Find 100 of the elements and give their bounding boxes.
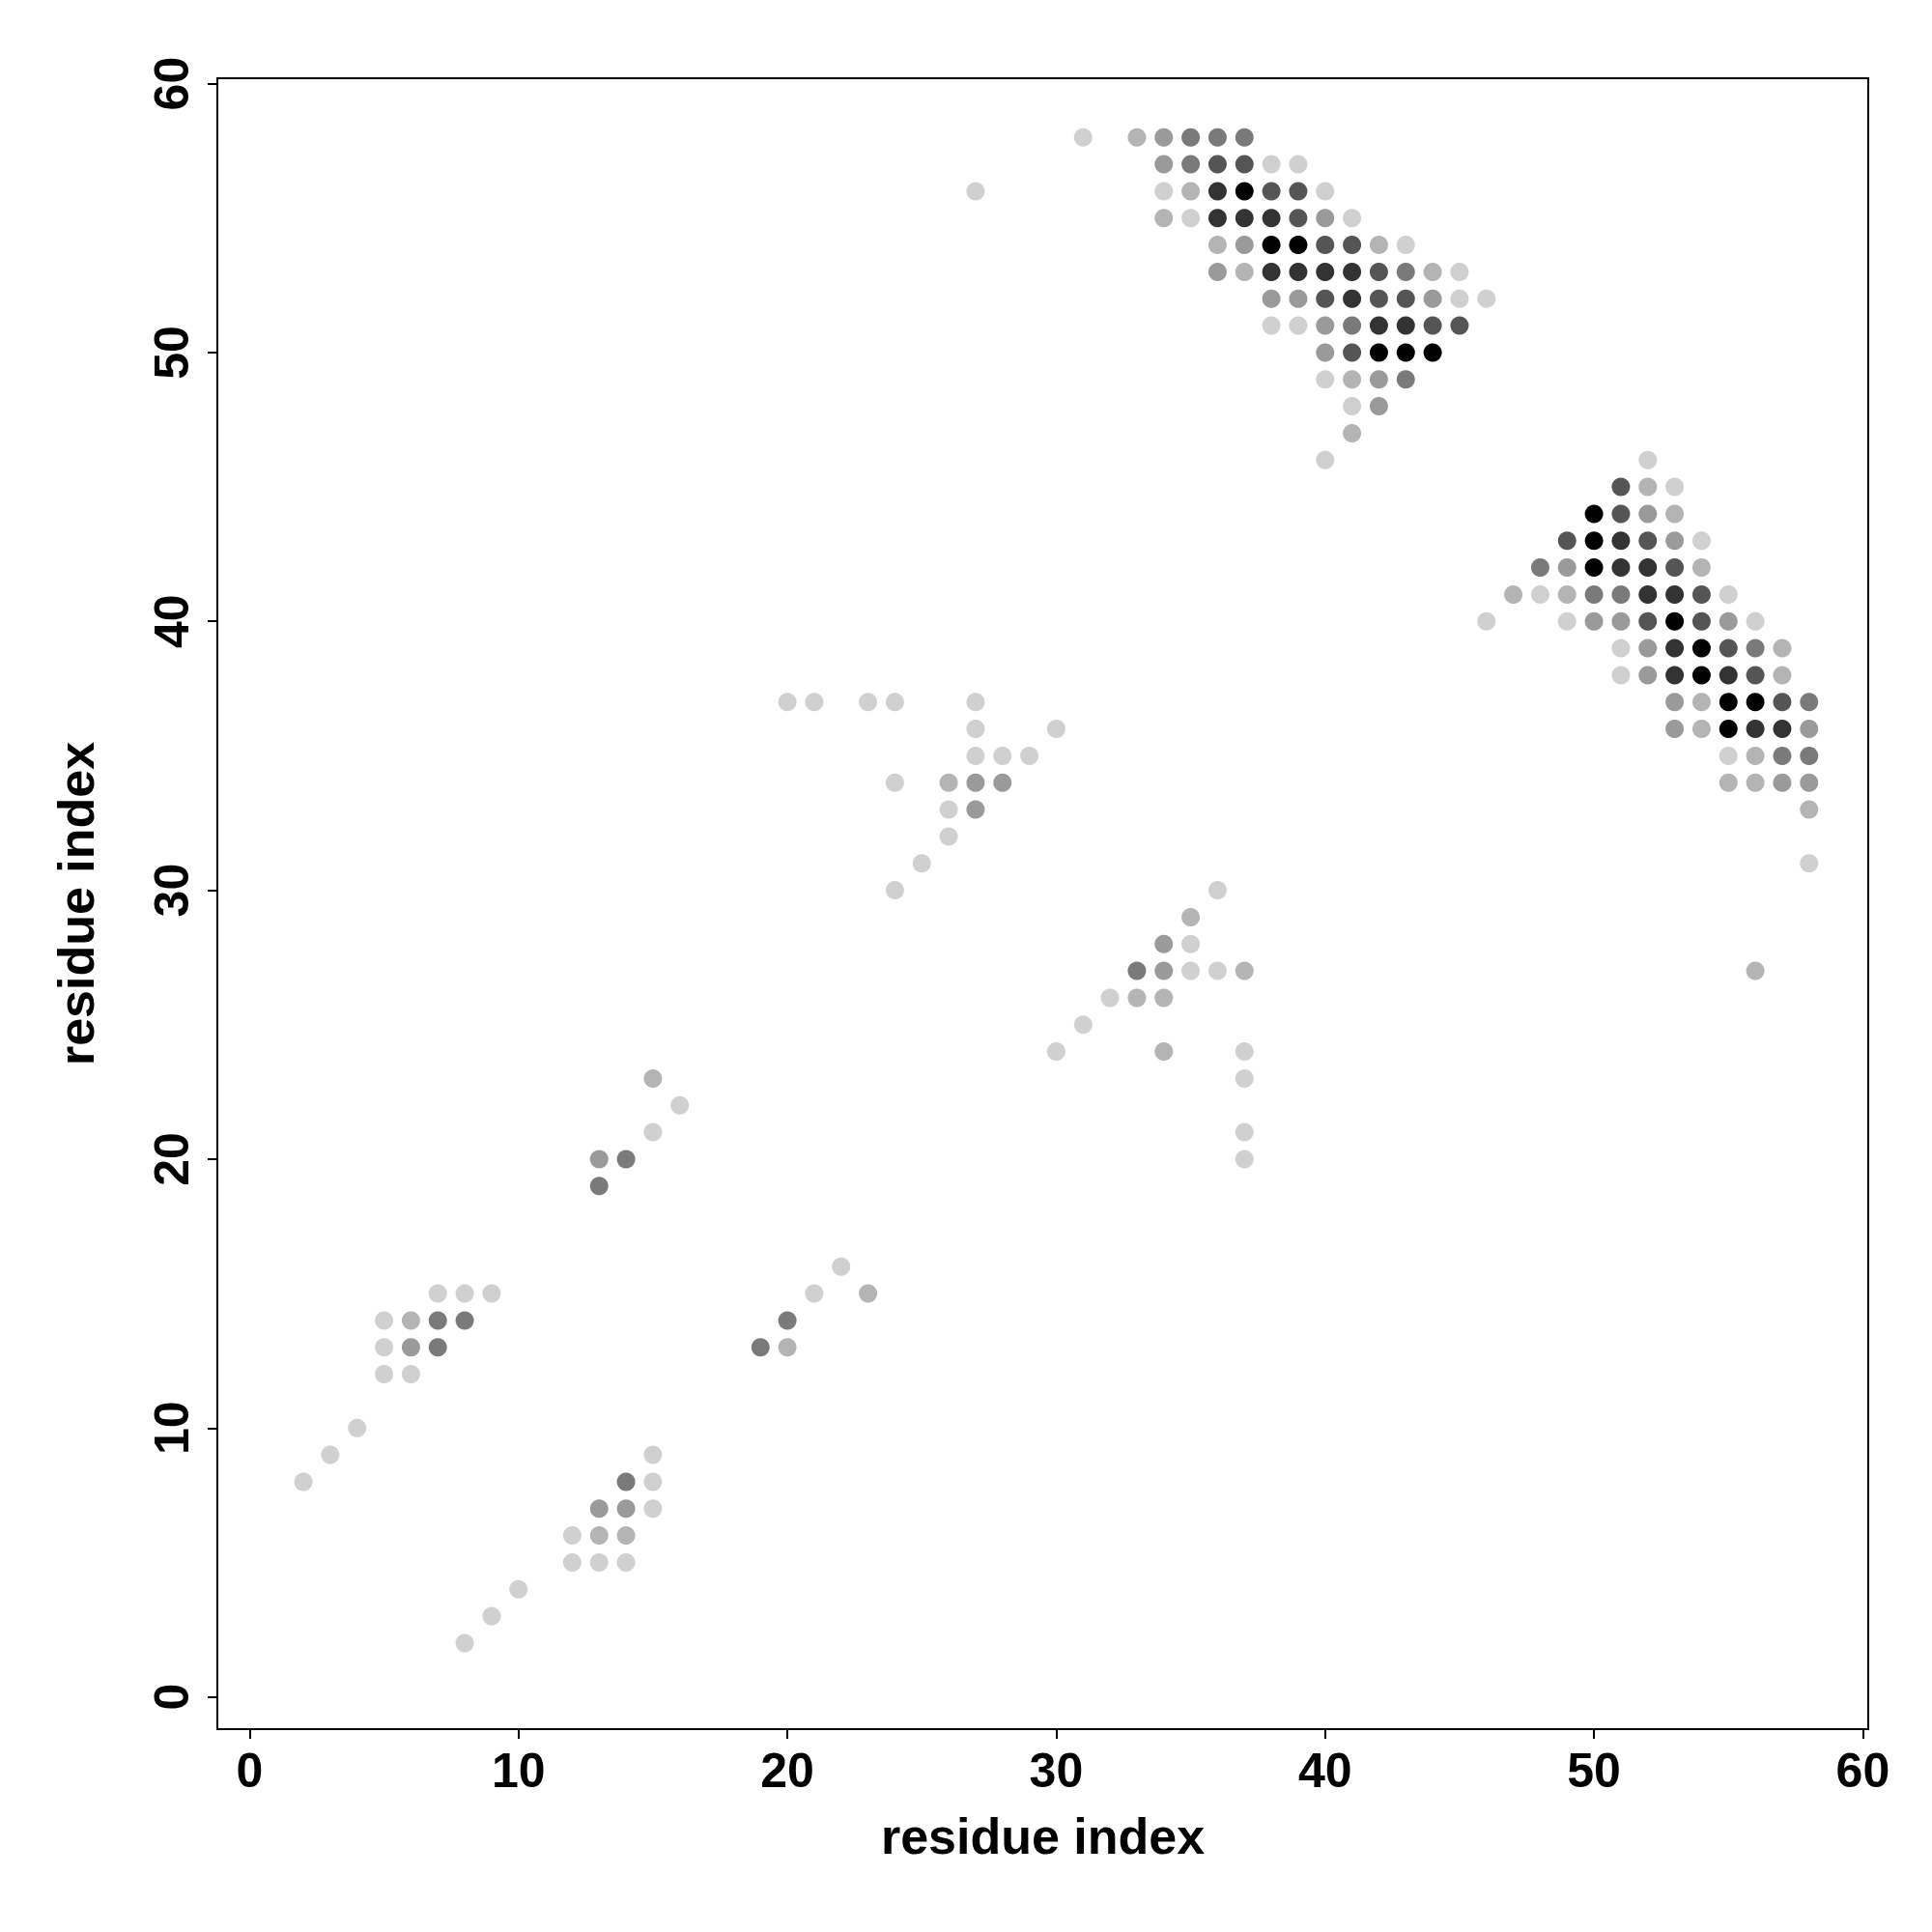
point <box>1691 639 1711 658</box>
point <box>1396 316 1415 335</box>
point <box>1638 666 1658 685</box>
point <box>1396 343 1415 362</box>
point <box>1800 800 1819 819</box>
y-tick-label: 0 <box>145 1683 199 1711</box>
point <box>1665 584 1685 604</box>
point <box>1450 316 1469 335</box>
x-tick-label: 10 <box>491 1744 546 1798</box>
point <box>1343 423 1362 442</box>
point <box>1800 693 1819 712</box>
point <box>1665 720 1685 739</box>
point <box>1127 961 1147 980</box>
point <box>1719 693 1738 712</box>
point <box>1719 639 1738 658</box>
point <box>1773 773 1792 792</box>
y-tick-label: 20 <box>145 1132 199 1186</box>
point <box>859 1284 878 1303</box>
point <box>1208 236 1227 255</box>
point <box>1665 558 1685 578</box>
y-tick-label: 40 <box>145 594 199 649</box>
point <box>1719 611 1738 631</box>
point <box>1611 531 1631 551</box>
point <box>1289 209 1308 228</box>
point <box>1154 128 1174 147</box>
point <box>1181 182 1201 201</box>
point <box>1665 639 1685 658</box>
x-tick-label: 60 <box>1835 1744 1890 1798</box>
point <box>1369 370 1388 389</box>
point <box>1181 155 1201 174</box>
point <box>401 1311 420 1330</box>
point <box>1154 1042 1174 1062</box>
point <box>1343 370 1362 389</box>
point <box>1504 584 1523 604</box>
x-tick-label: 50 <box>1567 1744 1621 1798</box>
point <box>1289 182 1308 201</box>
point <box>1423 262 1442 281</box>
point <box>589 1150 609 1169</box>
point <box>778 1338 797 1357</box>
point <box>1396 262 1415 281</box>
point <box>751 1338 770 1357</box>
point <box>401 1338 420 1357</box>
point <box>1369 397 1388 416</box>
point <box>1262 262 1281 281</box>
point <box>1773 666 1792 685</box>
point <box>1316 262 1335 281</box>
point <box>428 1311 447 1330</box>
point <box>1396 289 1415 308</box>
point <box>616 1499 636 1519</box>
point <box>1154 988 1174 1008</box>
point <box>1235 128 1254 147</box>
point <box>1800 746 1819 765</box>
point <box>1343 316 1362 335</box>
point <box>1154 155 1174 174</box>
point <box>1369 289 1388 308</box>
point <box>1289 236 1308 255</box>
point <box>1691 666 1711 685</box>
point <box>1746 720 1765 739</box>
point <box>966 800 985 819</box>
point <box>1584 584 1604 604</box>
point <box>1369 262 1388 281</box>
point <box>455 1311 474 1330</box>
point <box>1557 558 1577 578</box>
point <box>1584 531 1604 551</box>
point <box>1773 639 1792 658</box>
point <box>1343 262 1362 281</box>
point <box>589 1177 609 1196</box>
point <box>1691 693 1711 712</box>
point <box>1235 182 1254 201</box>
point <box>939 773 958 792</box>
point <box>1154 934 1174 953</box>
point <box>1611 558 1631 578</box>
point <box>1557 531 1577 551</box>
point <box>1584 504 1604 524</box>
point <box>1235 961 1254 980</box>
x-tick-label: 0 <box>236 1744 264 1798</box>
point <box>993 773 1012 792</box>
point <box>1343 343 1362 362</box>
point <box>589 1499 609 1519</box>
point <box>1611 611 1631 631</box>
point <box>589 1526 609 1546</box>
point <box>1154 961 1174 980</box>
point <box>1665 504 1685 524</box>
point <box>1316 289 1335 308</box>
point <box>1262 209 1281 228</box>
point <box>1262 182 1281 201</box>
point <box>1719 666 1738 685</box>
y-tick-label: 10 <box>145 1401 199 1456</box>
point <box>1235 209 1254 228</box>
point <box>1691 584 1711 604</box>
point <box>1691 720 1711 739</box>
point <box>1181 907 1201 926</box>
point <box>1343 236 1362 255</box>
point <box>1316 343 1335 362</box>
point <box>1638 639 1658 658</box>
point <box>1691 558 1711 578</box>
point <box>1773 746 1792 765</box>
point <box>1154 209 1174 228</box>
x-tick-label: 20 <box>760 1744 814 1798</box>
point <box>1235 262 1254 281</box>
